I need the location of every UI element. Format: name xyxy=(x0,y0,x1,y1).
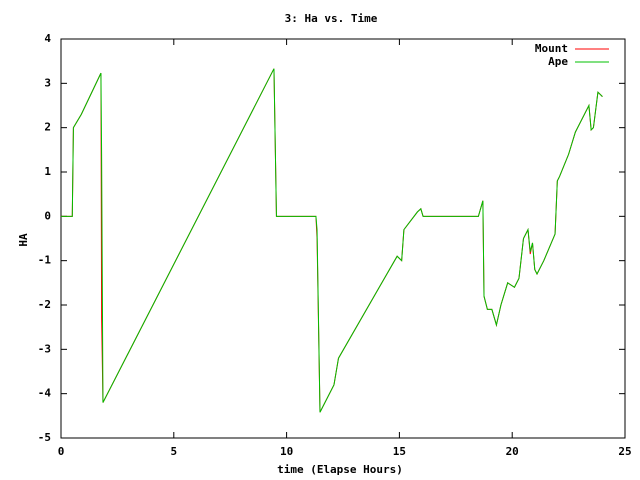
x-tick-label: 10 xyxy=(280,445,293,458)
x-tick-label: 0 xyxy=(58,445,65,458)
x-tick-label: 15 xyxy=(393,445,406,458)
y-tick-label: -5 xyxy=(38,431,51,444)
legend-label: Ape xyxy=(548,55,568,68)
y-axis-label: HA xyxy=(17,233,30,247)
x-tick-label: 20 xyxy=(506,445,519,458)
y-tick-label: -1 xyxy=(38,254,52,267)
legend-label: Mount xyxy=(535,42,568,55)
x-tick-label: 5 xyxy=(170,445,177,458)
y-tick-label: -2 xyxy=(38,298,51,311)
series-line xyxy=(61,68,603,413)
x-tick-label: 25 xyxy=(618,445,631,458)
chart-title: 3: Ha vs. Time xyxy=(285,12,378,25)
y-tick-label: 0 xyxy=(44,209,51,222)
y-tick-label: -3 xyxy=(38,342,51,355)
plot-border xyxy=(60,38,626,439)
y-tick-label: 1 xyxy=(44,165,51,178)
y-tick-label: 3 xyxy=(44,76,51,89)
y-tick-label: 4 xyxy=(44,32,51,45)
x-axis-label: time (Elapse Hours) xyxy=(277,463,403,476)
y-tick-label: -4 xyxy=(38,387,52,400)
series-line xyxy=(61,68,603,413)
y-tick-label: 2 xyxy=(44,121,51,134)
